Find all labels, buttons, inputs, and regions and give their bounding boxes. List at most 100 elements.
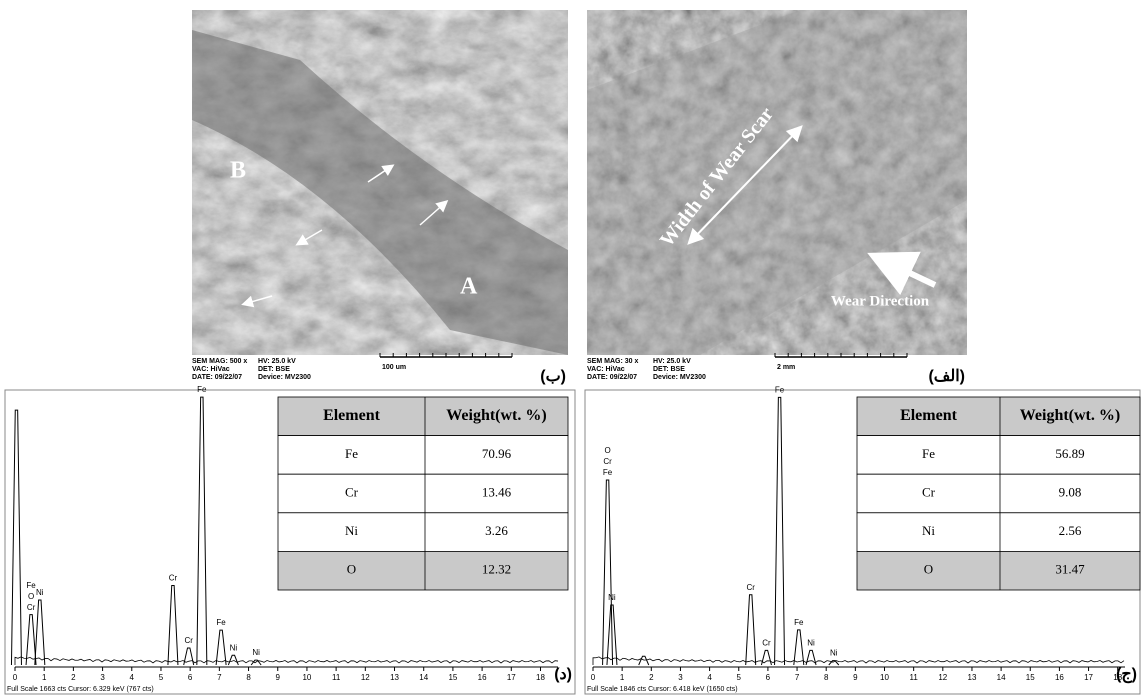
panel-label: (ج) [1116,666,1137,684]
table-row [857,551,1140,590]
sem-info: VAC: HiVac [192,366,230,373]
table-cell: Ni [922,523,935,538]
peak [35,600,45,665]
x-tick-label: 10 [302,673,311,682]
x-tick-label: 2 [649,673,654,682]
peak [216,630,226,665]
sem-info: SEM MAG: 30 x [587,358,638,365]
peak-label: Fe [216,618,226,627]
x-tick-label: 6 [188,673,193,682]
panel-label: (د) [554,666,572,683]
x-tick-label: 17 [507,673,516,682]
table-row [278,551,568,590]
marker-b: B [230,158,246,184]
x-tick-label: 13 [968,673,977,682]
x-tick-label: 3 [678,673,683,682]
x-tick-label: 7 [795,673,800,682]
figure: B A Width of Wear Scar Wear Direction SE… [0,0,1141,695]
x-tick-label: 12 [361,673,370,682]
spectrum-footer: Full Scale 1846 cts Cursor: 6.418 keV (1… [587,686,738,693]
x-tick-label: 16 [1055,673,1064,682]
x-tick-label: 8 [824,673,829,682]
table-header: Element [900,407,958,424]
background-noise [593,657,1124,665]
peak-label: Ni [230,643,238,652]
table-cell: Cr [345,484,359,499]
peak-label: Fe [603,468,613,477]
table-cell: Fe [922,446,935,461]
x-tick-label: 18 [536,673,545,682]
spectrum-footer: Full Scale 1663 cts Cursor: 6.329 keV (7… [7,686,154,693]
sem-info: DET: BSE [653,366,685,373]
x-tick-label: 15 [1026,673,1035,682]
x-tick-label: 5 [159,673,164,682]
peak-label: Cr [27,603,36,612]
x-tick-label: 14 [419,673,428,682]
background-noise [15,657,558,665]
peak [746,595,756,665]
x-tick-label: 9 [853,673,858,682]
sem-image-alef: Width of Wear Scar Wear Direction [587,10,967,355]
peak [775,397,785,665]
table-row [278,436,568,475]
peak [228,655,238,665]
table-header: Weight(wt. %) [446,407,546,424]
peak-label: Fe [775,385,785,394]
x-tick-label: 8 [246,673,251,682]
x-tick-label: 2 [71,673,76,682]
sem-info: VAC: HiVac [587,366,625,373]
x-tick-label: 13 [390,673,399,682]
x-tick-label: 4 [130,673,135,682]
peak-label: Cr [603,457,612,466]
table-row [857,436,1140,475]
peak [639,656,649,665]
table-cell: Cr [922,484,936,499]
peak-label: Ni [36,588,44,597]
x-tick-label: 15 [448,673,457,682]
x-tick-label: 0 [13,673,18,682]
sem-info: HV: 25.0 kV [258,358,296,365]
table-row [278,474,568,513]
table-header: Element [323,407,381,424]
peak-label: Fe [197,385,207,394]
sem-info: DATE: 09/22/07 [192,374,242,381]
peak-label: Ni [608,593,616,602]
table-cell: 13.46 [482,484,512,499]
x-tick-label: 11 [332,673,341,682]
table-row [857,513,1140,552]
sem-info: Device: MV2300 [258,374,311,381]
x-tick-label: 5 [737,673,742,682]
peak-label: Ni [252,648,260,657]
table-header: Weight(wt. %) [1020,407,1120,424]
x-tick-label: 16 [478,673,487,682]
x-tick-label: 3 [100,673,105,682]
peak-label: Ni [807,638,815,647]
peak-label: Fe [26,581,36,590]
peak [184,648,194,665]
x-tick-label: 1 [42,673,47,682]
x-tick-label: 12 [938,673,947,682]
table-cell: Fe [345,446,358,461]
peak [603,480,613,665]
x-tick-label: 0 [591,673,596,682]
x-tick-label: 14 [997,673,1006,682]
direction-label: Wear Direction [831,293,930,309]
table-cell: 56.89 [1055,446,1084,461]
peak-label: O [604,446,610,455]
table-cell: O [347,562,356,577]
table-cell: O [924,562,933,577]
peak [11,410,21,665]
sem-image-b: B A [192,10,568,355]
sem-info: DET: BSE [258,366,290,373]
table-row [857,474,1140,513]
peak [168,585,178,665]
table-cell: 31.47 [1055,562,1085,577]
table-row [278,513,568,552]
table-cell: 2.56 [1059,523,1082,538]
x-tick-label: 9 [276,673,281,682]
x-tick-label: 1 [620,673,625,682]
peak-label: Ni [830,649,838,658]
x-tick-label: 7 [217,673,222,682]
peak-label: Fe [794,618,804,627]
x-tick-label: 17 [1084,673,1093,682]
